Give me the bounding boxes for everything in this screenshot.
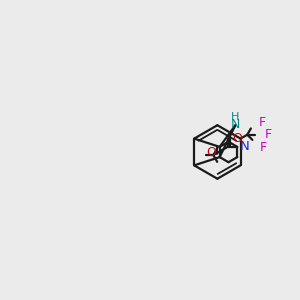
Text: F: F [259, 141, 266, 154]
Text: N: N [239, 140, 249, 153]
Text: F: F [259, 116, 266, 129]
Text: N: N [231, 118, 240, 131]
Text: O: O [232, 132, 242, 145]
Text: O: O [207, 146, 217, 160]
Text: F: F [264, 128, 272, 141]
Text: H: H [231, 112, 240, 122]
